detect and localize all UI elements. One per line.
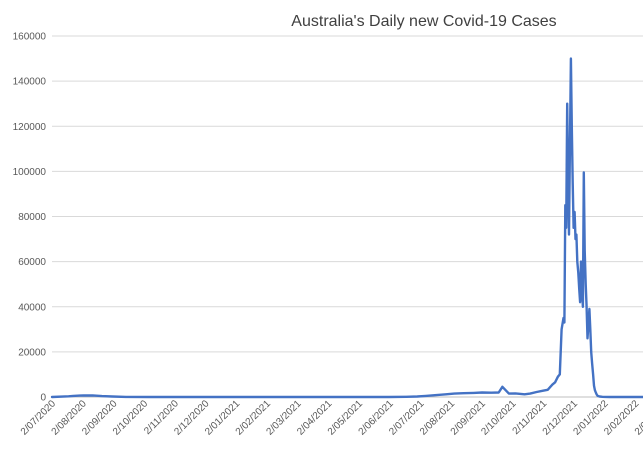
gridlines — [52, 35, 643, 353]
series-group — [50, 57, 643, 399]
y-tick-label: 60000 — [18, 257, 46, 268]
y-tick-label: 100000 — [13, 167, 47, 178]
x-axis-ticks: 2/07/20202/08/20202/09/20202/10/20202/11… — [19, 398, 643, 438]
y-axis-ticks: 0 20000 40000 60000 80000 100000 120000 140000 1… — [13, 32, 47, 404]
y-tick-label: 160000 — [13, 32, 47, 43]
y-tick-label: 40000 — [18, 302, 46, 313]
y-tick-label: 140000 — [13, 77, 47, 88]
chart-title: Australia's Daily new Covid-19 Cases — [291, 13, 556, 30]
y-tick-label: 120000 — [13, 122, 47, 133]
y-tick-label: 80000 — [18, 212, 46, 223]
y-tick-label: 20000 — [18, 347, 46, 358]
series-line — [50, 57, 643, 399]
y-tick-label: 0 — [40, 393, 46, 404]
